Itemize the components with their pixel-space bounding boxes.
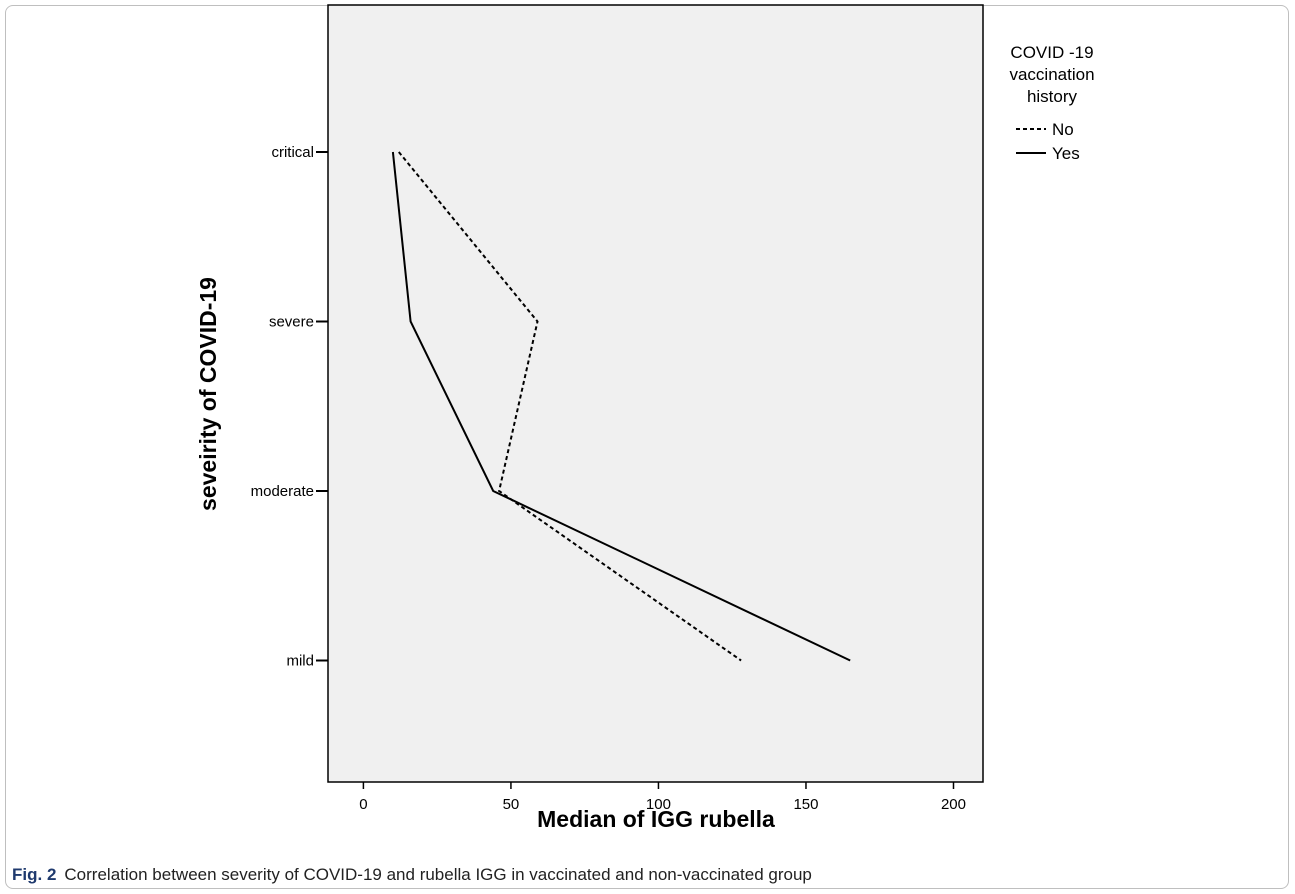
- x-tick-label: 100: [646, 796, 671, 813]
- legend-title-line-2: vaccination: [1009, 65, 1094, 84]
- y-axis-ticks: critical severe moderate mild: [251, 144, 328, 670]
- series-line-yes: [391, 151, 851, 662]
- y-tick-label: severe: [269, 314, 314, 331]
- y-tick-label: mild: [286, 653, 314, 670]
- x-axis-title: Median of IGG rubella: [537, 806, 775, 832]
- x-axis-ticks: 0 50 100 150 200: [359, 782, 966, 813]
- figure-caption: Fig. 2 Correlation between severity of CO…: [12, 865, 812, 885]
- legend-label-no: No: [1052, 120, 1074, 139]
- legend-label-yes: Yes: [1052, 144, 1080, 163]
- legend: COVID -19 vaccination history No Yes: [1009, 43, 1094, 163]
- caption-label: Fig. 2: [12, 865, 57, 884]
- y-axis-title: seveirity of COVID-19: [195, 277, 221, 511]
- x-tick-label: 200: [941, 796, 966, 813]
- legend-title-line-1: COVID -19: [1010, 43, 1093, 62]
- y-tick-label: critical: [271, 144, 314, 161]
- x-tick-label: 150: [793, 796, 818, 813]
- x-tick-label: 0: [359, 796, 367, 813]
- caption-text: Correlation between severity of COVID-19…: [64, 865, 812, 884]
- y-tick-label: moderate: [251, 483, 314, 500]
- legend-title-line-3: history: [1027, 87, 1078, 106]
- x-tick-label: 50: [503, 796, 520, 813]
- plot-area: [327, 4, 984, 783]
- series-lines: [391, 151, 851, 662]
- series-line-no: [398, 151, 742, 662]
